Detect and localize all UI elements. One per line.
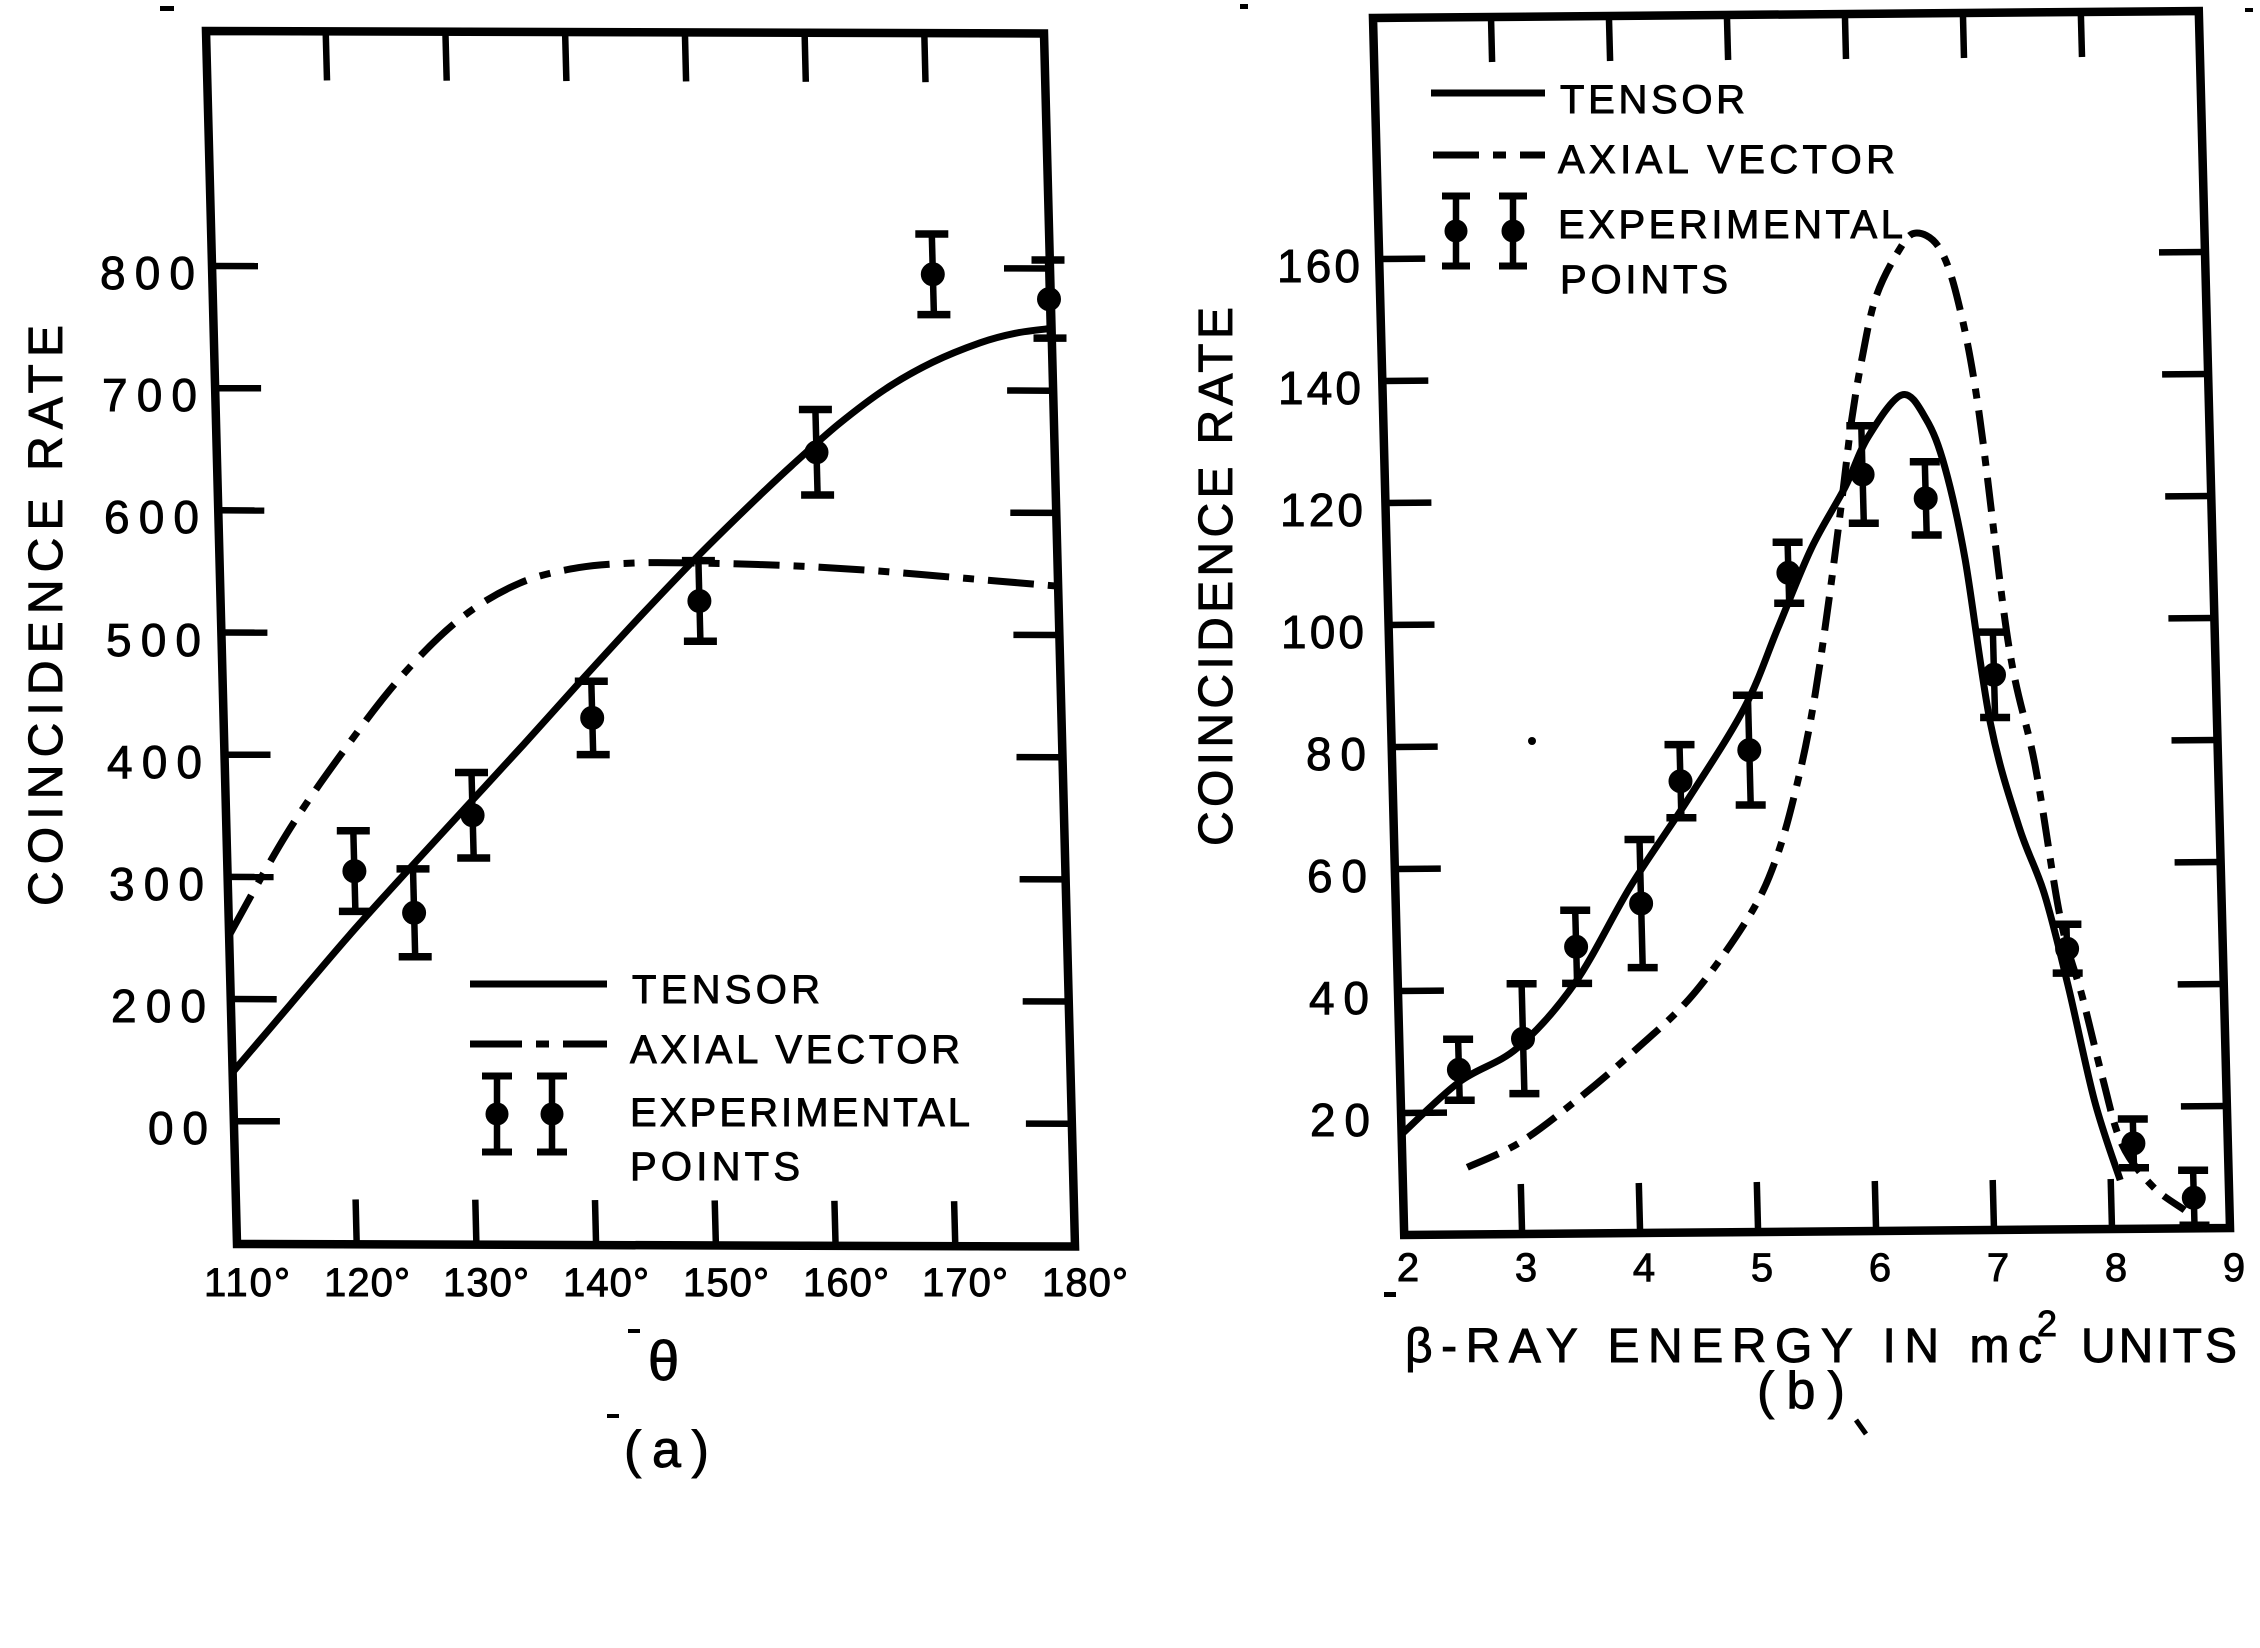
svg-text:200: 200: [111, 980, 206, 1032]
svg-text:θ: θ: [648, 1329, 679, 1392]
svg-text:120: 120: [1280, 484, 1363, 536]
svg-text:EXPERIMENTAL: EXPERIMENTAL: [1558, 203, 1903, 247]
svg-text:130°: 130°: [443, 1261, 529, 1305]
svg-text:300: 300: [109, 858, 204, 910]
svg-text:2: 2: [1397, 1246, 1419, 1290]
svg-text:POINTS: POINTS: [1560, 258, 1728, 302]
svg-text:800: 800: [100, 247, 195, 299]
svg-text:7: 7: [1987, 1246, 2009, 1290]
svg-text:3: 3: [1515, 1246, 1537, 1290]
svg-text:COINCIDENCE RATE: COINCIDENCE RATE: [1190, 307, 1243, 846]
svg-text:UNITS: UNITS: [2081, 1320, 2237, 1373]
svg-text:TENSOR: TENSOR: [632, 968, 820, 1012]
svg-text:(b): (b): [1757, 1362, 1845, 1420]
svg-text:600: 600: [104, 491, 199, 543]
svg-text:120°: 120°: [324, 1261, 410, 1305]
svg-text:500: 500: [106, 614, 201, 666]
svg-text:4: 4: [1633, 1246, 1655, 1290]
svg-text:100: 100: [1281, 606, 1364, 658]
svg-text:140: 140: [1278, 362, 1361, 414]
svg-text:700: 700: [102, 369, 197, 421]
svg-text:180°: 180°: [1042, 1261, 1128, 1305]
svg-text:TENSOR: TENSOR: [1560, 78, 1745, 122]
svg-text:400: 400: [107, 736, 202, 788]
svg-text:6: 6: [1869, 1246, 1891, 1290]
svg-text:160: 160: [1277, 240, 1360, 292]
svg-text:POINTS: POINTS: [630, 1145, 800, 1189]
svg-text:160°: 160°: [803, 1261, 889, 1305]
svg-text:EXPERIMENTAL: EXPERIMENTAL: [630, 1091, 970, 1135]
svg-text:9: 9: [2223, 1246, 2245, 1290]
svg-text:150°: 150°: [683, 1261, 769, 1305]
svg-text:140°: 140°: [563, 1261, 649, 1305]
svg-text:8: 8: [2105, 1246, 2127, 1290]
svg-text:170°: 170°: [922, 1261, 1008, 1305]
svg-text:110°: 110°: [204, 1261, 290, 1305]
svg-text:2: 2: [2037, 1303, 2057, 1344]
svg-text:(a): (a): [624, 1421, 709, 1479]
svg-text:AXIAL VECTOR: AXIAL VECTOR: [630, 1028, 960, 1072]
svg-text:5: 5: [1751, 1246, 1773, 1290]
svg-text:AXIAL VECTOR: AXIAL VECTOR: [1558, 138, 1895, 182]
